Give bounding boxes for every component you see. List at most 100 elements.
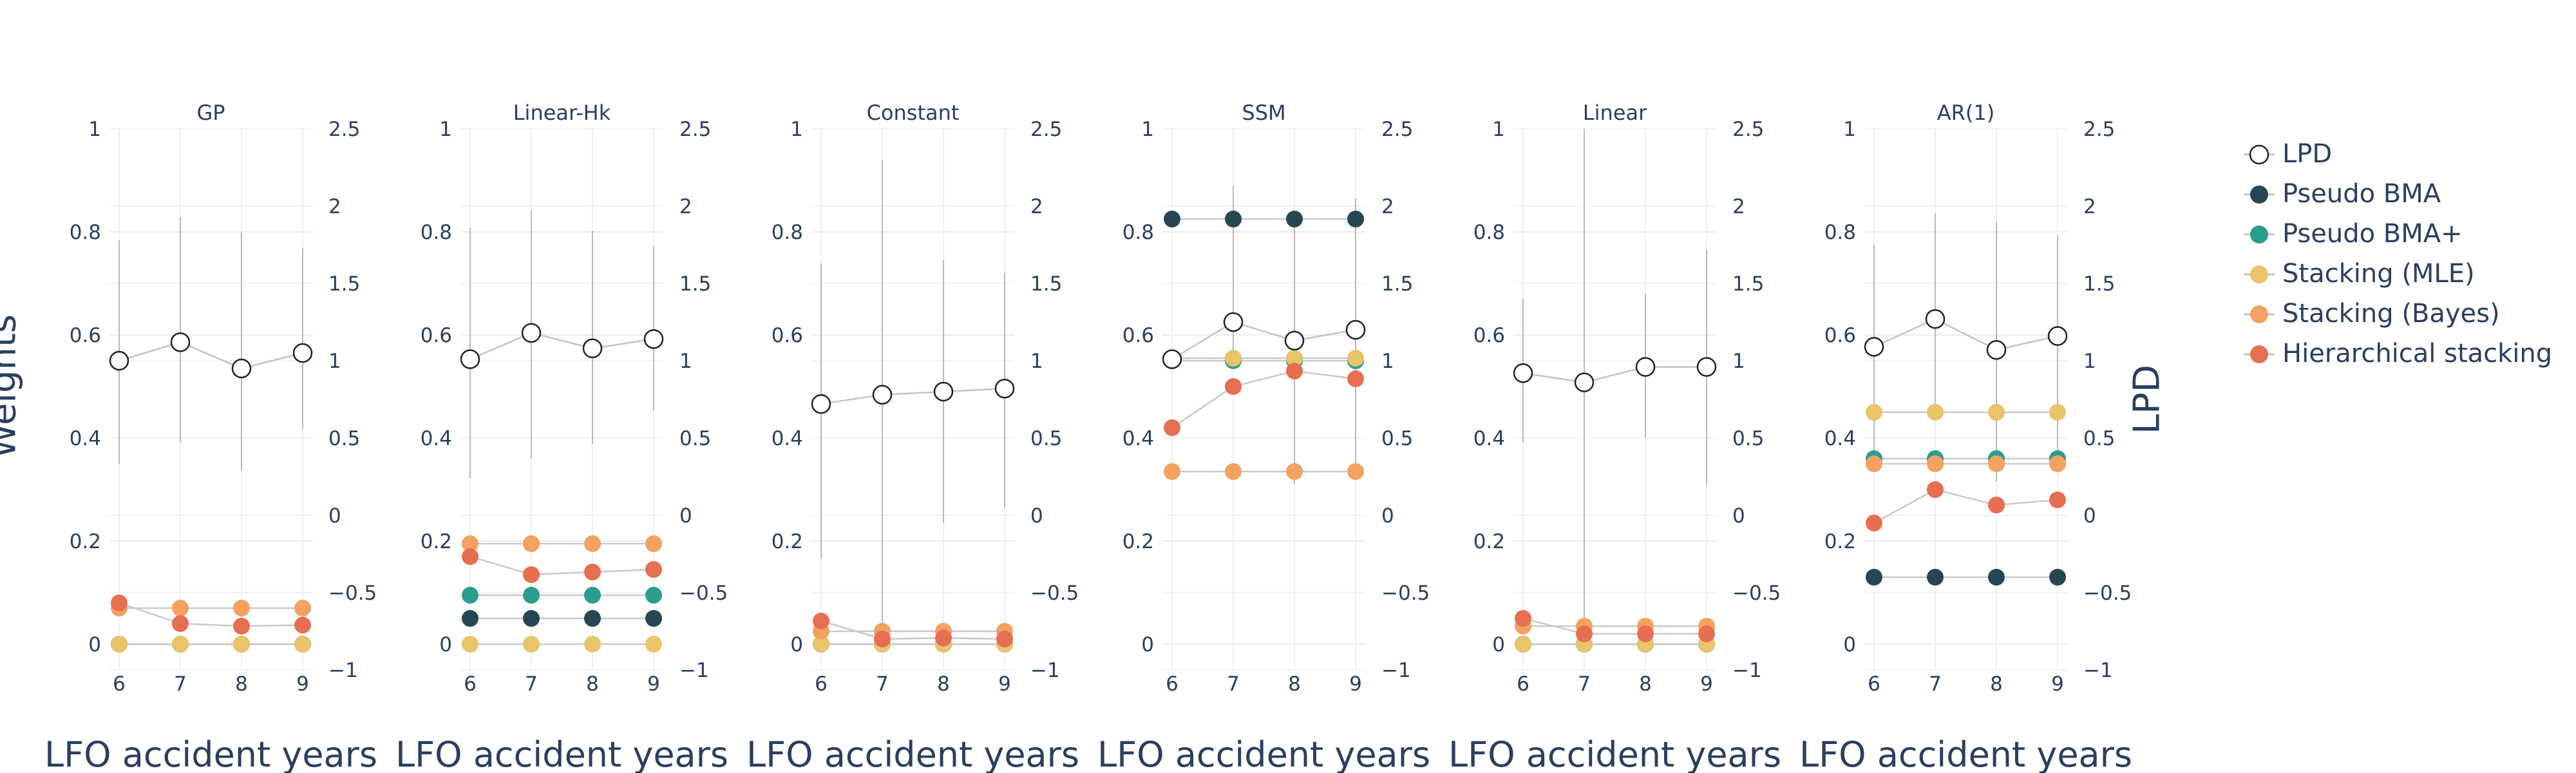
point-pseudo-bma	[462, 610, 478, 627]
right-tick-label: 1	[1381, 350, 1394, 373]
point-hierarchical-stacking	[584, 564, 601, 580]
point-pseudo-bma	[1866, 569, 1882, 586]
right-tick-label: 0.5	[679, 427, 711, 450]
point-hierarchical-stacking	[935, 629, 952, 647]
right-tick-label: −0.5	[328, 582, 377, 605]
point-pseudo-bma-	[523, 587, 540, 604]
legend-label: Stacking (Bayes)	[2282, 299, 2500, 329]
left-tick-label: 0.4	[70, 427, 101, 450]
point-hierarchical-stacking	[1515, 610, 1531, 627]
point-hierarchical-stacking	[645, 561, 662, 578]
right-tick-label: −1	[328, 659, 358, 682]
point-stacking-bayes-	[1866, 455, 1882, 472]
x-tick-label: 7	[1578, 673, 1591, 696]
x-tick-label: 8	[1288, 673, 1301, 696]
lpd-point	[1986, 339, 2007, 360]
lpd-line	[820, 387, 1005, 405]
point-stacking-mle-	[1225, 350, 1242, 367]
panel-linear-hk: Linear-Hk 0 0.2 0.4 0.6 0.8 1 −1 −0.5 0 0.5 1 1.5 2 2.…	[395, 100, 728, 773]
series-line-hierarchical-stacking	[1171, 370, 1356, 429]
legend-marker	[2244, 305, 2275, 323]
lpd-point	[1925, 309, 1946, 329]
left-tick-label: 1	[1492, 118, 1505, 141]
point-hierarchical-stacking	[1225, 378, 1242, 395]
point-stacking-mle-	[1286, 350, 1303, 367]
legend-marker	[2244, 186, 2275, 204]
legend-item-stacking-bayes-[interactable]: Stacking (Bayes)	[2241, 296, 2563, 336]
point-hierarchical-stacking	[1927, 481, 1944, 498]
legend-label: Hierarchical stacking	[2282, 339, 2553, 368]
legend-item-hierarchical-stacking[interactable]: Hierarchical stacking	[2241, 336, 2563, 376]
right-tick-label: 1.5	[328, 272, 360, 296]
legend-item-stacking-mle-[interactable]: Stacking (MLE)	[2241, 256, 2563, 296]
lpd-point	[933, 381, 954, 402]
point-stacking-mle-	[813, 636, 829, 653]
left-tick-label: 0.2	[1824, 530, 1856, 553]
point-stacking-bayes-	[233, 600, 250, 616]
legend-marker	[2244, 144, 2275, 165]
point-pseudo-bma	[1164, 211, 1180, 227]
right-tick-label: 2	[679, 195, 692, 218]
right-tick-label: 2.5	[1381, 118, 1413, 141]
right-tick-label: −0.5	[679, 582, 728, 605]
panel-ar-1-: AR(1) 0 0.2 0.4 0.6 0.8 1 −1 −0.5 0 0.5 1 1.5 2 2.5 6 7 8…	[1799, 100, 2132, 773]
left-tick-label: 0.6	[1473, 324, 1505, 347]
lpd-point	[1284, 330, 1305, 351]
right-tick-label: 0	[679, 504, 692, 528]
point-hierarchical-stacking	[1988, 497, 2005, 513]
legend-dot	[2250, 225, 2268, 243]
point-hierarchical-stacking	[233, 618, 250, 635]
left-tick-label: 1	[790, 118, 803, 141]
left-tick-label: 0.8	[70, 221, 101, 244]
panel-gp: GP 0 0.2 0.4 0.6 0.8 1 −1 −0.5 0 0.5 1 1.5 2 2.5 6 7 8 9 LF…	[44, 100, 377, 773]
legend-item-lpd[interactable]: LPD	[2241, 137, 2563, 177]
point-hierarchical-stacking	[1866, 515, 1882, 531]
lpd-line	[118, 341, 303, 370]
legend-marker	[2244, 225, 2275, 243]
lpd-point	[872, 385, 893, 405]
legend-item-pseudo-bma[interactable]: Pseudo BMA	[2241, 177, 2563, 216]
panel-ssm: SSM 0 0.2 0.4 0.6 0.8 1 −1 −0.5 0 0.5 1 1.5 2 2.5 6 7 8 9 L…	[1097, 100, 1430, 773]
x-tick-label: 7	[876, 673, 889, 696]
x-tick-label: 8	[235, 673, 248, 696]
right-tick-label: −0.5	[1732, 582, 1781, 605]
point-stacking-bayes-	[1927, 455, 1944, 472]
point-stacking-mle-	[523, 636, 540, 653]
point-pseudo-bma	[1988, 569, 2005, 586]
point-stacking-bayes-	[1347, 463, 1364, 480]
legend-dot	[2250, 345, 2268, 363]
x-tick-label: 6	[1166, 673, 1179, 696]
left-tick-label: 0.6	[1122, 324, 1154, 347]
legend-marker	[2244, 345, 2275, 363]
point-stacking-bayes-	[172, 600, 189, 616]
series-line-hierarchical-stacking	[1873, 488, 2058, 524]
lpd-point	[521, 323, 542, 343]
legend-label: Pseudo BMA	[2282, 179, 2441, 209]
point-pseudo-bma	[523, 610, 540, 627]
panel-title: Linear-Hk	[513, 100, 611, 125]
legend-marker	[2244, 265, 2275, 283]
right-tick-label: 2	[328, 195, 341, 218]
left-tick-label: 1	[1141, 118, 1154, 141]
lpd-line	[1171, 321, 1356, 360]
right-tick-label: 1	[1732, 350, 1745, 373]
point-stacking-bayes-	[1164, 463, 1180, 480]
right-tick-label: 1	[328, 350, 341, 373]
point-stacking-mle-	[462, 636, 478, 653]
point-hierarchical-stacking	[874, 631, 891, 647]
legend-dot	[2249, 144, 2269, 165]
point-stacking-mle-	[1927, 404, 1944, 421]
right-tick-label: 2.5	[328, 118, 360, 141]
series-line-hierarchical-stacking	[1522, 617, 1707, 635]
x-tick-label: 9	[2051, 673, 2064, 696]
left-tick-label: 0.4	[421, 427, 452, 450]
lpd-point	[643, 329, 664, 349]
point-pseudo-bma	[1927, 569, 1944, 586]
right-tick-label: −1	[1381, 659, 1411, 682]
x-tick-label: 6	[464, 673, 477, 696]
legend-item-pseudo-bma-[interactable]: Pseudo BMA+	[2241, 216, 2563, 256]
lpd-point	[2047, 326, 2068, 346]
right-tick-label: 1.5	[1030, 272, 1062, 296]
point-pseudo-bma	[645, 610, 662, 627]
right-tick-label: 0.5	[1732, 427, 1764, 450]
